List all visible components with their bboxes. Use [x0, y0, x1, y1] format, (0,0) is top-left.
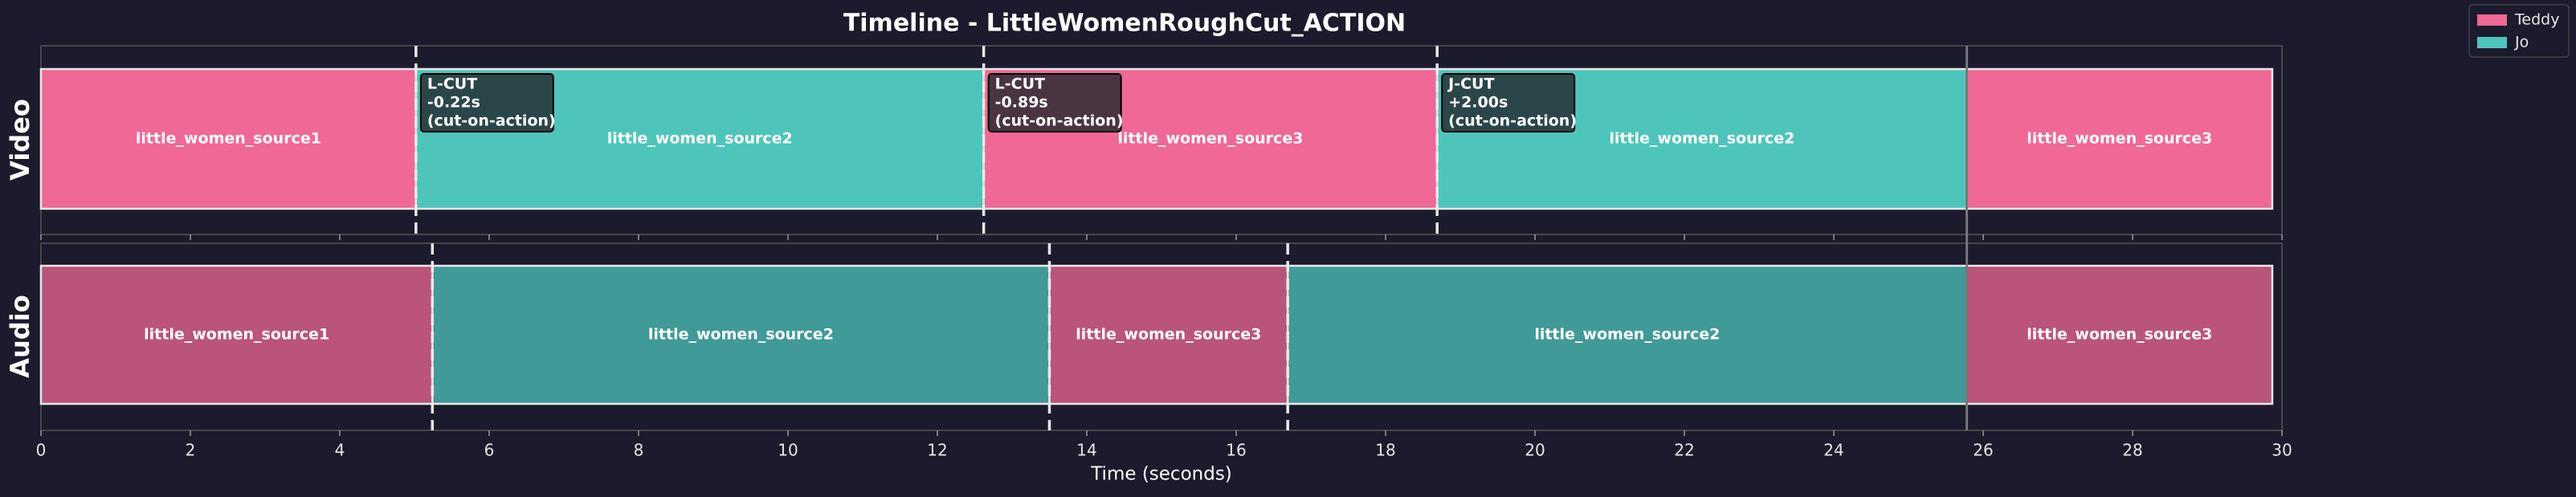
x-tick-label: 6: [484, 441, 495, 460]
segment: [1286, 264, 1968, 405]
annotation-text: +2.00s: [1448, 94, 1508, 112]
annotation-text: (cut-on-action): [1448, 112, 1577, 130]
x-tick-label: 30: [2272, 441, 2292, 460]
segment-label: little_women_source2: [607, 130, 793, 148]
x-tick-label: 10: [778, 441, 798, 460]
annotation-box: [987, 73, 1122, 132]
segment: [39, 67, 418, 210]
segment-label: little_women_source3: [2027, 326, 2212, 344]
annotation-text: -0.22s: [427, 94, 480, 112]
annotation-text: L-CUT: [427, 75, 477, 93]
chart-title: Timeline - LittleWomenRoughCut_ACTION: [843, 10, 1406, 38]
x-tick-label: 28: [2122, 441, 2142, 460]
annotation-box: [1441, 73, 1576, 132]
legend-label: Teddy: [2514, 11, 2559, 29]
legend-label: Jo: [2514, 34, 2529, 51]
x-tick-label: 0: [36, 441, 47, 460]
x-tick-label: 22: [1674, 441, 1694, 460]
x-tick-label: 16: [1226, 441, 1246, 460]
segment-label: little_women_source3: [1117, 130, 1303, 148]
segment-label: little_women_source3: [1076, 326, 1261, 344]
annotation-text: (cut-on-action): [995, 112, 1124, 130]
segment: [1966, 264, 2274, 405]
segment: [1966, 67, 2274, 210]
segment: [39, 264, 434, 405]
x-tick-label: 8: [634, 441, 644, 460]
annotation-box: [419, 73, 554, 132]
segment-label: little_women_source1: [144, 326, 329, 344]
x-tick-label: 12: [927, 441, 947, 460]
x-tick-label: 2: [186, 441, 196, 460]
x-tick-label: 24: [1823, 441, 1843, 460]
legend-swatch: [2477, 14, 2507, 26]
track-label: Audio: [5, 295, 35, 377]
segment-label: little_women_source2: [1609, 130, 1794, 148]
x-tick-label: 4: [335, 441, 345, 460]
track-label: Video: [5, 99, 35, 181]
x-axis-label: Time (seconds): [1090, 464, 1232, 485]
legend-swatch: [2477, 37, 2507, 48]
x-tick-label: 26: [1973, 441, 1993, 460]
segment-label: little_women_source3: [2027, 130, 2212, 148]
segment-label: little_women_source1: [136, 130, 321, 148]
x-tick-label: 14: [1076, 441, 1096, 460]
annotation-text: J-CUT: [1447, 75, 1494, 93]
annotation-text: L-CUT: [995, 75, 1045, 93]
x-tick-label: 20: [1525, 441, 1545, 460]
x-tick-label: 18: [1375, 441, 1395, 460]
annotation-text: -0.89s: [995, 94, 1048, 112]
annotation-text: (cut-on-action): [427, 112, 556, 130]
segment-label: little_women_source2: [648, 326, 834, 344]
segment-label: little_women_source2: [1534, 326, 1720, 344]
